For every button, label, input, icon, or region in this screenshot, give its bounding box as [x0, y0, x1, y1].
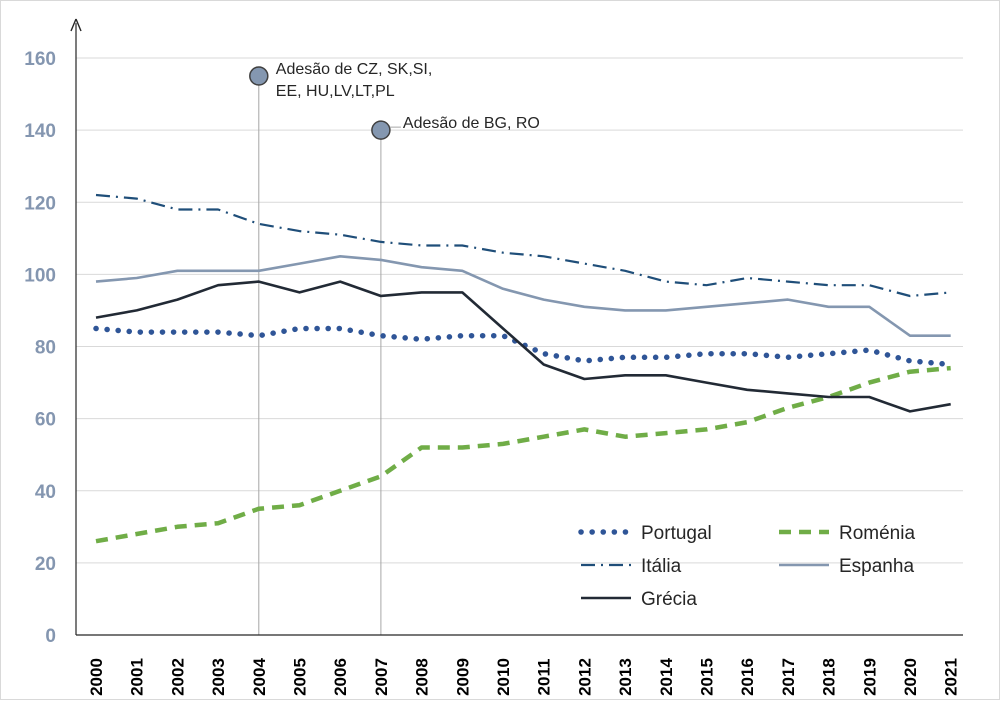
series-line-Portugal: [93, 325, 954, 368]
series-line-Espanha: [95, 255, 951, 338]
x-tick-label-2001: 2001: [128, 658, 147, 696]
series-line-Grécia: [95, 280, 951, 413]
y-tick-label-120: 120: [24, 193, 56, 214]
annotation-marker-2004: [249, 66, 269, 86]
x-tick-label-2019: 2019: [860, 658, 879, 696]
x-tick-labels: 2000 2001 2002 2003 2004 2005 2006 2007 2008 2009…: [87, 658, 961, 696]
x-tick-label-2009: 2009: [453, 658, 472, 696]
y-tick-label-140: 140: [24, 121, 56, 142]
x-tick-label-2016: 2016: [738, 658, 757, 696]
x-tick-label-2013: 2013: [616, 658, 635, 696]
x-tick-label-2004: 2004: [250, 658, 269, 696]
y-tick-label-20: 20: [35, 554, 56, 575]
annotation-text-2004-1: EE, HU,LV,LT,PL: [276, 83, 395, 100]
annotations: Adesão de CZ, SK,SI, EE, HU,LV,LT,PL Adesã…: [249, 61, 540, 140]
x-tick-label-2020: 2020: [901, 658, 920, 696]
annotation-marker-2007: [371, 120, 391, 140]
x-tick-label-2021: 2021: [942, 658, 961, 696]
legend: Portugal Roménia Itália Espanha Grécia: [578, 523, 915, 610]
x-tick-label-2007: 2007: [372, 658, 391, 696]
series-line-Itália: [95, 193, 951, 298]
x-tick-label-2017: 2017: [779, 658, 798, 696]
legend-label-Itália: Itália: [641, 556, 682, 577]
y-tick-label-40: 40: [35, 482, 56, 503]
x-tick-label-2015: 2015: [698, 658, 717, 696]
x-tick-label-2010: 2010: [494, 658, 513, 696]
axes: [70, 18, 963, 636]
y-tick-label-100: 100: [24, 265, 56, 286]
legend-label-Espanha: Espanha: [839, 556, 914, 577]
y-tick-label-0: 0: [45, 626, 56, 647]
y-tick-labels: 0 20 40 60 80 100 120 140 160: [24, 49, 56, 647]
y-tick-label-160: 160: [24, 49, 56, 70]
y-tick-label-80: 80: [35, 338, 56, 359]
x-tick-label-2002: 2002: [168, 658, 187, 696]
x-tick-label-2012: 2012: [575, 658, 594, 696]
reference-lines: [258, 76, 382, 635]
x-tick-label-2000: 2000: [87, 658, 106, 696]
x-tick-label-2014: 2014: [657, 658, 676, 696]
annotation-text-2007-0: Adesão de BG, RO: [403, 115, 540, 132]
legend-label-Grécia: Grécia: [641, 589, 697, 610]
x-tick-label-2005: 2005: [291, 658, 310, 696]
legend-label-Portugal: Portugal: [641, 523, 712, 544]
x-tick-label-2003: 2003: [209, 658, 228, 696]
annotation-text-2004-0: Adesão de CZ, SK,SI,: [276, 61, 433, 78]
series-lines: [93, 193, 954, 544]
x-tick-label-2006: 2006: [331, 658, 350, 696]
x-tick-label-2018: 2018: [820, 658, 839, 696]
x-tick-label-2011: 2011: [535, 659, 554, 696]
series-line-Roménia: [95, 365, 951, 544]
y-tick-label-60: 60: [35, 410, 56, 431]
y-axis-arrow: [70, 18, 82, 32]
gridlines: [76, 57, 963, 564]
legend-label-Roménia: Roménia: [839, 523, 915, 544]
x-tick-label-2008: 2008: [413, 658, 432, 696]
